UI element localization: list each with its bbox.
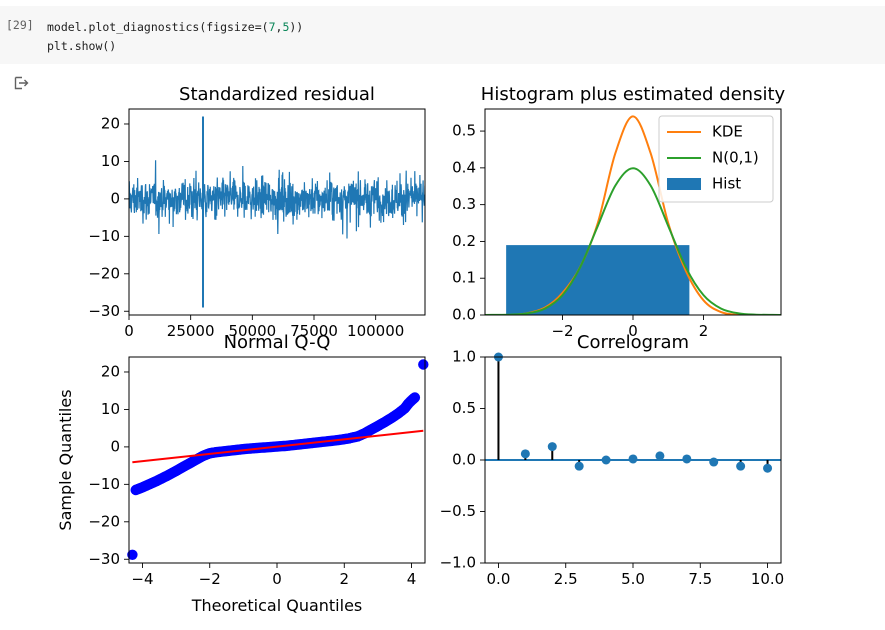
code-editor[interactable]: model.plot_diagnostics(figsize=(7,5)) pl…	[47, 18, 303, 56]
qq-x-axis-label: Theoretical Quantiles	[191, 596, 363, 615]
execution-count: [29]	[6, 18, 34, 32]
residual-y-tick-label: −10	[88, 227, 120, 245]
correlogram-x-tick-label: 2.5	[554, 570, 578, 588]
qq-y-tick-label: −10	[88, 475, 120, 493]
qq-x-tick-label: −4	[131, 570, 153, 588]
histogram-x-tick-label: 2	[699, 322, 709, 340]
correlogram-x-tick-label: 7.5	[688, 570, 712, 588]
correlogram-marker	[520, 449, 530, 459]
histogram-y-tick-label: 0.2	[452, 232, 476, 250]
residual-series	[129, 160, 425, 239]
residual-frame	[128, 108, 426, 316]
histogram-title: Histogram plus estimated density	[481, 84, 786, 105]
qq-reference-line	[132, 429, 424, 464]
correlogram-marker	[574, 461, 584, 471]
residual-y-tick-label: 0	[110, 189, 120, 207]
histogram-bar	[506, 245, 690, 315]
qq-x-tick-label: −2	[199, 570, 221, 588]
qq-y-tick-label: −30	[88, 550, 120, 568]
correlogram-marker	[736, 461, 746, 471]
correlogram-x-tick-label: 5.0	[621, 570, 645, 588]
qq-title: Normal Q-Q	[224, 332, 331, 353]
normal-density-line	[485, 167, 781, 315]
correlogram-y-tick-label: −0.5	[440, 502, 476, 520]
correlogram-title: Correlogram	[577, 332, 689, 353]
histogram-y-tick-label: 0.1	[452, 269, 476, 287]
qq-point	[127, 549, 138, 560]
correlogram-marker	[709, 457, 719, 467]
correlogram-x-tick-label: 10.0	[751, 570, 784, 588]
correlogram-marker	[547, 442, 557, 452]
code-cell[interactable]: [29] model.plot_diagnostics(figsize=(7,5…	[0, 6, 885, 64]
code-text: ))	[289, 20, 304, 34]
code-text: plt.show()	[47, 39, 117, 53]
code-number: 5	[282, 20, 290, 34]
correlogram-x-tick-label: 0.0	[487, 570, 511, 588]
qq-y-tick-label: 10	[101, 400, 120, 418]
legend-label: KDE	[712, 123, 743, 141]
code-text: ,	[275, 20, 283, 34]
histogram-plot-group	[485, 115, 781, 315]
qq-point	[418, 359, 429, 370]
qq-y-tick-label: 0	[110, 437, 120, 455]
histogram-x-tick-label: 0	[628, 322, 638, 340]
correlogram-y-tick-label: 0.5	[452, 399, 476, 417]
residual-y-tick-label: −30	[88, 302, 120, 320]
residual-series-group	[129, 116, 425, 308]
qq-point	[409, 392, 421, 403]
correlogram-marker	[655, 451, 665, 461]
qq-y-tick-label: 20	[101, 362, 120, 380]
code-number: 7	[268, 20, 276, 34]
correlogram-marker	[628, 454, 638, 464]
qq-x-tick-label: 4	[407, 570, 417, 588]
qq-x-tick-label: 0	[272, 570, 282, 588]
qq-x-tick-label: 2	[339, 570, 349, 588]
correlogram-marker	[763, 463, 773, 473]
qq-frame	[128, 356, 426, 564]
correlogram-y-tick-label: 0.0	[452, 451, 476, 469]
residual-x-tick-label: 50000	[228, 322, 276, 340]
correlogram-marker	[601, 455, 611, 465]
histogram-y-tick-label: 0.4	[452, 158, 476, 176]
histogram-y-tick-label: 0.0	[452, 306, 476, 324]
residual-y-tick-label: −20	[88, 264, 120, 282]
correlogram-y-tick-label: −1.0	[440, 554, 476, 572]
output-arrow-icon[interactable]	[14, 76, 30, 90]
residual-x-tick-label: 75000	[290, 322, 338, 340]
correlogram-y-tick-label: 1.0	[452, 348, 476, 366]
residual-x-tick-label: 0	[124, 322, 134, 340]
legend-label: N(0,1)	[712, 149, 759, 167]
residual-x-tick-label: 25000	[167, 322, 215, 340]
histogram-y-tick-label: 0.5	[452, 122, 476, 140]
correlogram-marker	[682, 454, 692, 464]
code-text: model.plot_diagnostics(figsize=(	[47, 20, 269, 34]
legend-swatch	[667, 178, 701, 190]
residual-y-tick-label: 10	[101, 152, 120, 170]
residual-x-tick-label: 100000	[347, 322, 404, 340]
legend-label: Hist	[712, 175, 741, 193]
histogram-y-tick-label: 0.3	[452, 195, 476, 213]
residual-title: Standardized residual	[179, 84, 375, 105]
qq-y-axis-label: Sample Quantiles	[56, 389, 75, 530]
residual-y-tick-label: 20	[101, 114, 120, 132]
histogram-x-tick-label: −2	[551, 322, 573, 340]
qq-y-tick-label: −20	[88, 512, 120, 530]
